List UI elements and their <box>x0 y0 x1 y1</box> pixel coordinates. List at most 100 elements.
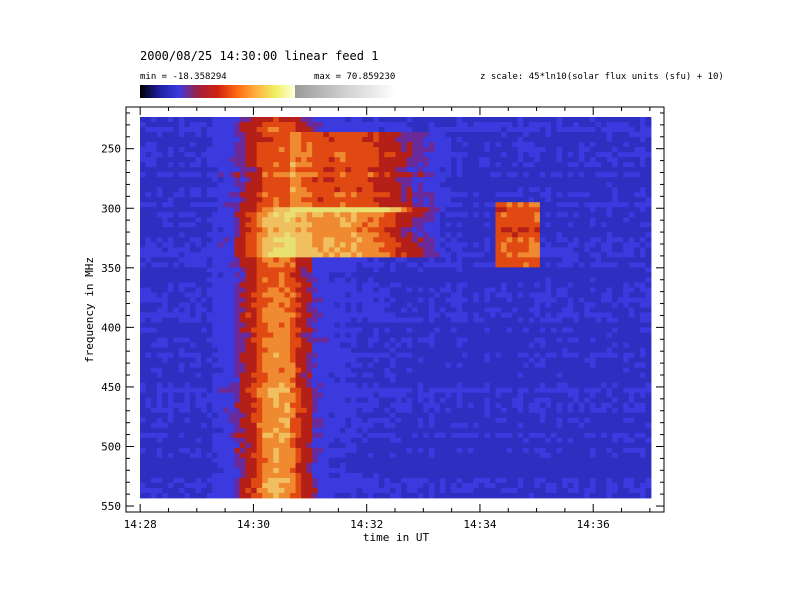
heatmap-cell <box>173 387 180 394</box>
heatmap-cell <box>428 167 435 173</box>
heatmap-cell <box>617 137 624 143</box>
heatmap-cell <box>389 267 396 273</box>
heatmap-cell <box>173 362 180 369</box>
heatmap-cell <box>506 357 513 364</box>
heatmap-cell <box>639 132 646 138</box>
heatmap-cell <box>289 227 296 233</box>
heatmap-cell <box>395 192 402 198</box>
heatmap-cell <box>612 117 619 123</box>
heatmap-cell <box>556 262 563 268</box>
heatmap-cell <box>512 337 519 343</box>
heatmap-cell <box>634 217 641 223</box>
heatmap-cell <box>528 342 535 348</box>
heatmap-cell <box>256 262 263 268</box>
heatmap-cell <box>151 122 158 128</box>
heatmap-cell <box>373 302 380 308</box>
heatmap-cell <box>345 282 352 288</box>
heatmap-cell <box>595 372 602 379</box>
heatmap-cell <box>339 207 346 213</box>
heatmap-cell <box>634 212 641 218</box>
heatmap-cell <box>201 227 208 233</box>
heatmap-cell <box>634 342 641 348</box>
heatmap-cell <box>467 222 474 228</box>
heatmap-cell <box>278 382 285 389</box>
heatmap-cell <box>306 177 313 183</box>
heatmap-cell <box>506 227 513 233</box>
heatmap-cell <box>278 232 285 238</box>
heatmap-cell <box>428 217 435 223</box>
heatmap-cell <box>406 322 413 328</box>
heatmap-cell <box>528 127 535 133</box>
heatmap-cell <box>334 257 341 263</box>
heatmap-cell <box>351 317 358 323</box>
heatmap-cell <box>323 132 330 138</box>
heatmap-cell <box>539 227 546 233</box>
heatmap-cell <box>362 272 369 278</box>
heatmap-cell <box>356 217 363 223</box>
heatmap-cell <box>473 162 480 168</box>
heatmap-cell <box>501 347 507 354</box>
heatmap-cell <box>345 247 352 253</box>
heatmap-cell <box>462 302 469 308</box>
heatmap-cell <box>462 272 469 278</box>
heatmap-cell <box>451 242 457 248</box>
heatmap-cell <box>623 122 630 128</box>
heatmap-cell <box>406 277 413 283</box>
heatmap-cell <box>367 307 374 313</box>
heatmap-cell <box>623 227 630 233</box>
heatmap-cell <box>234 317 241 323</box>
heatmap-cell <box>267 317 274 323</box>
heatmap-cell <box>634 292 641 298</box>
heatmap-cell <box>501 172 507 178</box>
heatmap-cell <box>545 337 552 343</box>
heatmap-cell <box>551 152 557 158</box>
heatmap-cell <box>223 347 230 354</box>
heatmap-cell <box>473 117 480 123</box>
heatmap-cell <box>206 152 213 158</box>
heatmap-cell <box>528 362 535 369</box>
heatmap-cell <box>245 282 252 288</box>
heatmap-cell <box>495 267 502 273</box>
heatmap-cell <box>567 312 574 318</box>
heatmap-cell <box>234 362 241 369</box>
heatmap-cell <box>145 332 152 338</box>
heatmap-cell <box>445 122 452 128</box>
heatmap-cell <box>206 377 213 384</box>
heatmap-cell <box>512 242 519 248</box>
heatmap-cell <box>495 237 502 243</box>
heatmap-cell <box>367 252 374 258</box>
heatmap-cell <box>256 142 263 148</box>
heatmap-cell <box>201 372 208 379</box>
heatmap-cell <box>545 252 552 258</box>
heatmap-cell <box>467 172 474 178</box>
heatmap-cell <box>423 142 430 148</box>
heatmap-cell <box>478 372 485 379</box>
heatmap-cell <box>239 157 246 163</box>
heatmap-cell <box>362 332 369 338</box>
heatmap-cell <box>567 232 574 238</box>
heatmap-cell <box>562 152 569 158</box>
heatmap-cell <box>351 242 358 248</box>
heatmap-cell <box>356 272 363 278</box>
heatmap-cell <box>589 167 596 173</box>
heatmap-cell <box>362 312 369 318</box>
heatmap-cell <box>412 222 419 228</box>
heatmap-cell <box>628 257 635 263</box>
heatmap-cell <box>562 212 569 218</box>
heatmap-cell <box>356 162 363 168</box>
heatmap-cell <box>528 222 535 228</box>
heatmap-cell <box>467 287 474 293</box>
heatmap-cell <box>278 367 285 374</box>
heatmap-cell <box>251 267 258 273</box>
heatmap-cell <box>339 337 346 343</box>
heatmap-cell <box>173 172 180 178</box>
heatmap-cell <box>584 267 591 273</box>
heatmap-cell <box>295 172 302 178</box>
heatmap-cell <box>528 122 535 128</box>
heatmap-cell <box>623 317 630 323</box>
heatmap-cell <box>339 267 346 273</box>
heatmap-cell <box>206 297 213 303</box>
heatmap-cell <box>367 382 374 389</box>
heatmap-cell <box>223 257 230 263</box>
heatmap-cell <box>212 277 219 283</box>
